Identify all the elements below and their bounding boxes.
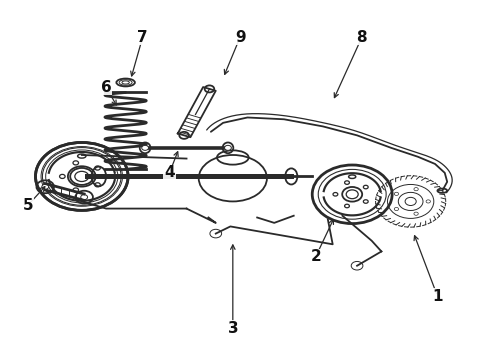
Circle shape xyxy=(42,184,49,189)
Text: 5: 5 xyxy=(23,198,33,212)
Circle shape xyxy=(81,195,88,200)
Text: 8: 8 xyxy=(357,30,367,45)
Text: 7: 7 xyxy=(137,30,148,45)
Text: 6: 6 xyxy=(101,80,112,95)
Text: 3: 3 xyxy=(227,321,238,336)
Text: 4: 4 xyxy=(164,165,175,180)
Text: 9: 9 xyxy=(235,30,245,45)
Circle shape xyxy=(224,145,231,150)
Text: 2: 2 xyxy=(310,249,321,264)
Circle shape xyxy=(142,145,148,150)
Text: 1: 1 xyxy=(432,289,442,303)
